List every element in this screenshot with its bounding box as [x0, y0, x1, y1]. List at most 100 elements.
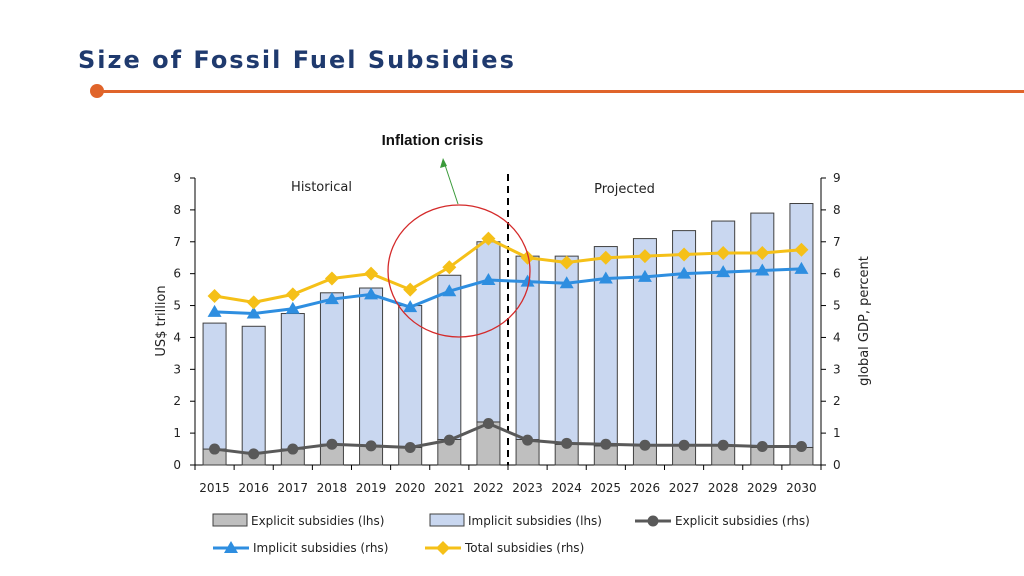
- y-tick-label-left: 5: [173, 299, 181, 313]
- point-total-subsidies-rhs-2021: [442, 260, 457, 275]
- point-implicit-subsidies-rhs-2026: [637, 269, 652, 282]
- point-total-subsidies-rhs-2016: [246, 295, 261, 310]
- annotation-arrow: [443, 161, 459, 205]
- point-explicit-subsidies-rhs-2024: [561, 437, 573, 449]
- point-explicit-subsidies-rhs-2023: [522, 434, 534, 446]
- y-tick-label-right: 7: [833, 235, 841, 249]
- y-tick-label-right: 1: [833, 426, 841, 440]
- slide-title: Size of Fossil Fuel Subsidies: [78, 46, 516, 74]
- legend-swatch-explicit-subsidies-lhs: [212, 513, 248, 527]
- bar-implicit-2021: [437, 274, 462, 440]
- point-total-subsidies-rhs-2023: [520, 250, 535, 265]
- point-explicit-subsidies-rhs-2020: [404, 441, 416, 453]
- point-implicit-subsidies-rhs-2025: [598, 271, 613, 284]
- legend-label-total-subsidies-rhs: Total subsidies (rhs): [464, 541, 584, 555]
- title-rule-dot: [90, 84, 104, 98]
- point-implicit-subsidies-rhs-2024: [559, 276, 574, 289]
- legend-marker-total-subsidies-rhs: [436, 541, 450, 555]
- point-explicit-subsidies-rhs-2026: [639, 439, 651, 451]
- point-implicit-subsidies-rhs-2017: [285, 301, 300, 314]
- legend-label-implicit-subsidies-rhs: Implicit subsidies (rhs): [253, 541, 388, 555]
- line-total-subsidies-rhs: [214, 236, 802, 304]
- point-total-subsidies-rhs-2027: [677, 247, 692, 262]
- bar-implicit-2030: [789, 203, 814, 448]
- point-implicit-subsidies-rhs-2030: [794, 261, 809, 274]
- y-tick-label-right: 2: [833, 394, 841, 408]
- point-implicit-subsidies-rhs-2018: [324, 292, 339, 305]
- bar-implicit-2019: [359, 287, 384, 447]
- point-implicit-subsidies-rhs-2019: [364, 287, 379, 300]
- x-tick-label: 2026: [630, 481, 661, 495]
- y-tick-label-left: 2: [173, 394, 181, 408]
- point-implicit-subsidies-rhs-2015: [207, 304, 222, 317]
- y-axis-title-left: US$ trillion: [154, 285, 169, 356]
- point-implicit-subsidies-rhs-2016: [246, 306, 261, 319]
- x-tick-label: 2024: [551, 481, 582, 495]
- legend-marker-explicit-subsidies-rhs: [647, 515, 659, 527]
- line-implicit-subsidies-rhs: [214, 267, 802, 316]
- y-tick-label-left: 1: [173, 426, 181, 440]
- point-explicit-subsidies-rhs-2018: [326, 438, 338, 450]
- legend-label-explicit-subsidies-rhs: Explicit subsidies (rhs): [675, 514, 810, 528]
- point-explicit-subsidies-rhs-2015: [209, 443, 221, 455]
- legend-label-explicit-subsidies-lhs: Explicit subsidies (lhs): [251, 514, 384, 528]
- y-tick-label-right: 6: [833, 267, 841, 281]
- point-total-subsidies-rhs-2019: [364, 266, 379, 281]
- title-rule-line: [100, 90, 1024, 93]
- bar-implicit-2020: [398, 305, 423, 448]
- point-implicit-subsidies-rhs-2023: [520, 274, 535, 287]
- line-explicit-subsidies-rhs: [214, 421, 802, 456]
- annotation-circle: [387, 204, 531, 338]
- point-explicit-subsidies-rhs-2022: [482, 418, 494, 430]
- bar-implicit-2015: [202, 322, 227, 450]
- point-implicit-subsidies-rhs-2029: [755, 263, 770, 276]
- y-tick-label-left: 3: [173, 362, 181, 376]
- x-tick-label: 2017: [278, 481, 309, 495]
- point-explicit-subsidies-rhs-2025: [600, 438, 612, 450]
- x-tick-label: 2025: [591, 481, 622, 495]
- bar-implicit-2026: [632, 238, 657, 447]
- y-tick-label-left: 4: [173, 330, 181, 344]
- point-explicit-subsidies-rhs-2027: [678, 439, 690, 451]
- point-total-subsidies-rhs-2015: [207, 288, 222, 303]
- x-tick-label: 2020: [395, 481, 426, 495]
- x-tick-label: 2029: [747, 481, 778, 495]
- point-explicit-subsidies-rhs-2021: [443, 434, 455, 446]
- point-explicit-subsidies-rhs-2019: [365, 440, 377, 452]
- point-explicit-subsidies-rhs-2016: [248, 448, 260, 460]
- point-total-subsidies-rhs-2024: [559, 255, 574, 270]
- legend-marker-implicit-subsidies-rhs: [224, 541, 238, 553]
- annotation-label: Inflation crisis: [381, 132, 484, 149]
- x-tick-label: 2023: [512, 481, 543, 495]
- x-tick-label: 2016: [238, 481, 269, 495]
- bar-implicit-2018: [319, 292, 344, 445]
- annotation-arrowhead: [440, 158, 447, 168]
- point-implicit-subsidies-rhs-2021: [442, 284, 457, 297]
- y-tick-label-right: 5: [833, 299, 841, 313]
- point-total-subsidies-rhs-2020: [403, 282, 418, 297]
- point-total-subsidies-rhs-2018: [324, 271, 339, 286]
- point-implicit-subsidies-rhs-2028: [716, 265, 731, 278]
- point-explicit-subsidies-rhs-2030: [795, 441, 807, 453]
- point-total-subsidies-rhs-2028: [716, 245, 731, 260]
- point-total-subsidies-rhs-2030: [794, 242, 809, 257]
- bar-implicit-2016: [241, 325, 266, 453]
- x-tick-label: 2019: [356, 481, 387, 495]
- x-tick-label: 2015: [199, 481, 230, 495]
- y-tick-label-right: 4: [833, 330, 841, 344]
- point-total-subsidies-rhs-2029: [755, 245, 770, 260]
- point-implicit-subsidies-rhs-2020: [403, 300, 418, 313]
- y-tick-label-left: 6: [173, 267, 181, 281]
- x-tick-label: 2027: [669, 481, 700, 495]
- y-axis-title-right: global GDP, percent: [857, 256, 872, 386]
- y-tick-label-left: 9: [173, 171, 181, 185]
- y-tick-label-right: 3: [833, 362, 841, 376]
- x-tick-label: 2022: [473, 481, 504, 495]
- y-tick-label-right: 0: [833, 458, 841, 472]
- x-tick-label: 2028: [708, 481, 739, 495]
- point-explicit-subsidies-rhs-2028: [717, 439, 729, 451]
- point-total-subsidies-rhs-2026: [637, 249, 652, 264]
- point-implicit-subsidies-rhs-2022: [481, 273, 496, 286]
- legend-swatch-implicit-subsidies-lhs: [429, 513, 465, 527]
